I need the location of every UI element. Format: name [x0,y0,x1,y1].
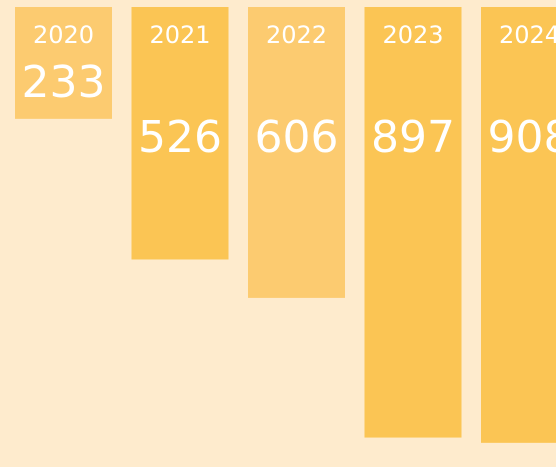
value-label: 897 [371,112,455,163]
year-label: 2020 [33,21,94,49]
bar [131,7,229,260]
value-label: 908 [488,112,556,163]
year-label: 2023 [382,21,443,49]
value-label: 233 [22,57,106,108]
bar [248,7,345,298]
bar [15,7,112,119]
year-label: 2024 [499,21,556,49]
year-label: 2022 [266,21,327,49]
year-label: 2021 [149,21,210,49]
value-label: 526 [138,112,222,163]
bar [364,7,462,438]
bar [481,7,556,443]
value-label: 606 [255,112,339,163]
